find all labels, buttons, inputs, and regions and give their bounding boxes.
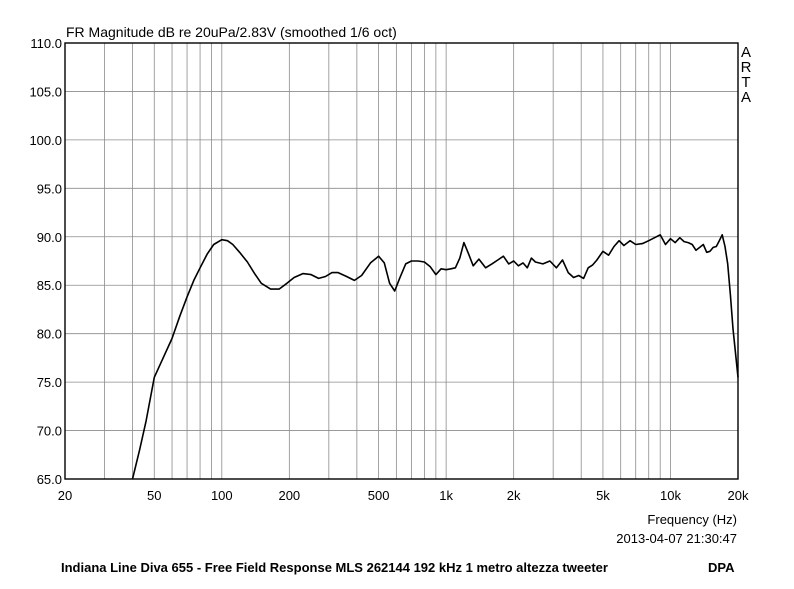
x-axis-label: Frequency (Hz) <box>647 512 737 527</box>
x-tick-label: 2k <box>507 488 521 503</box>
chart-title: FR Magnitude dB re 20uPa/2.83V (smoothed… <box>66 24 397 40</box>
y-tick-label: 65.0 <box>37 472 62 487</box>
y-tick-label: 105.0 <box>29 84 62 99</box>
y-tick-labels: 65.0 70.0 75.0 80.0 85.0 90.0 95.0 100.0 105.0 11… <box>29 36 62 487</box>
timestamp: 2013-04-07 21:30:47 <box>616 531 737 546</box>
footer-caption: Indiana Line Diva 655 - Free Field Respo… <box>61 560 608 575</box>
y-tick-label: 70.0 <box>37 424 62 439</box>
y-tick-label: 75.0 <box>37 375 62 390</box>
side-label-letter: T <box>741 74 750 91</box>
x-tick-label: 20k <box>728 488 749 503</box>
x-tick-label: 500 <box>368 488 390 503</box>
x-tick-label: 100 <box>211 488 233 503</box>
x-tick-label: 200 <box>278 488 300 503</box>
x-tick-labels: 20 50 100 200 500 1k 2k 5k 10k 20k <box>58 488 749 503</box>
footer-tag: DPA <box>708 560 735 575</box>
x-tick-label: 50 <box>147 488 161 503</box>
y-tick-label: 110.0 <box>30 36 62 51</box>
y-tick-label: 100.0 <box>29 133 62 148</box>
grid-lines <box>65 43 738 479</box>
y-tick-label: 95.0 <box>37 181 62 196</box>
side-label-letter: A <box>741 44 751 61</box>
side-label-letter: A <box>741 89 751 106</box>
y-tick-label: 90.0 <box>37 230 62 245</box>
x-tick-label: 1k <box>439 488 453 503</box>
series-line <box>131 234 739 480</box>
y-tick-label: 85.0 <box>37 278 62 293</box>
x-tick-label: 5k <box>596 488 610 503</box>
plot-frame <box>64 42 739 480</box>
x-tick-label: 20 <box>58 488 72 503</box>
side-label-letter: R <box>741 59 752 76</box>
y-tick-label: 80.0 <box>37 327 62 342</box>
x-tick-label: 10k <box>660 488 681 503</box>
